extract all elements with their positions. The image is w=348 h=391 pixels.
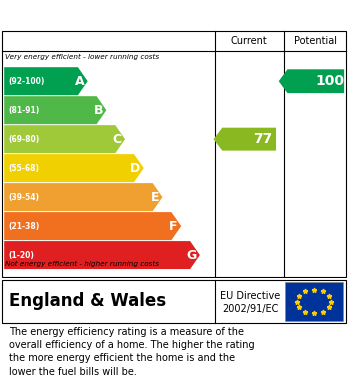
Text: Not energy efficient - higher running costs: Not energy efficient - higher running co… <box>5 261 159 267</box>
Text: (92-100): (92-100) <box>8 77 45 86</box>
Text: (81-91): (81-91) <box>8 106 40 115</box>
Text: E: E <box>150 191 159 204</box>
Polygon shape <box>4 154 144 182</box>
Text: Current: Current <box>231 36 268 45</box>
Bar <box>285 282 343 321</box>
Polygon shape <box>214 128 276 151</box>
Text: (1-20): (1-20) <box>8 251 34 260</box>
Text: Energy Efficiency Rating: Energy Efficiency Rating <box>9 7 219 23</box>
Text: Very energy efficient - lower running costs: Very energy efficient - lower running co… <box>5 54 159 60</box>
Text: Potential: Potential <box>294 36 337 45</box>
Text: 100: 100 <box>316 74 345 88</box>
Text: 2002/91/EC: 2002/91/EC <box>222 303 278 314</box>
Text: (39-54): (39-54) <box>8 193 39 202</box>
Polygon shape <box>279 69 344 93</box>
Text: EU Directive: EU Directive <box>220 291 280 301</box>
Text: A: A <box>74 75 84 88</box>
Polygon shape <box>4 125 125 153</box>
Text: (69-80): (69-80) <box>8 135 40 143</box>
Text: The energy efficiency rating is a measure of the
overall efficiency of a home. T: The energy efficiency rating is a measur… <box>9 327 254 377</box>
Polygon shape <box>4 67 88 95</box>
Polygon shape <box>4 241 200 269</box>
Text: F: F <box>169 220 178 233</box>
Polygon shape <box>4 183 163 211</box>
Text: England & Wales: England & Wales <box>9 292 166 310</box>
Text: (55-68): (55-68) <box>8 164 39 173</box>
Text: C: C <box>112 133 121 146</box>
Text: (21-38): (21-38) <box>8 222 40 231</box>
Text: D: D <box>130 161 140 175</box>
Text: 77: 77 <box>253 132 272 146</box>
Text: B: B <box>93 104 103 117</box>
Polygon shape <box>4 96 106 124</box>
Polygon shape <box>4 212 181 240</box>
Text: G: G <box>186 249 196 262</box>
